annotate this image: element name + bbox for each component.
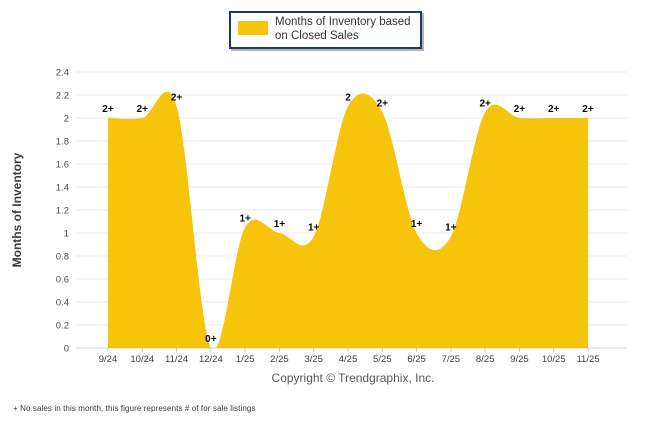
chart-svg: 0 0.2 0.4 0.6 0.8 1 1.2 1.4 1.6 1.8 2 2.2 2.4 9/24 10/… bbox=[56, 68, 627, 365]
y-tick-label: 2.4 bbox=[56, 68, 69, 79]
x-tick-label: 9/24 bbox=[99, 354, 118, 365]
x-tick-label: 11/25 bbox=[576, 354, 599, 365]
point-label: 2+ bbox=[582, 104, 594, 115]
point-label: 2+ bbox=[479, 98, 491, 109]
legend-label: Months of Inventory based on Closed Sale… bbox=[275, 16, 411, 43]
point-label: 2 bbox=[345, 93, 351, 104]
point-label: 2+ bbox=[171, 93, 183, 104]
x-tick-label: 3/25 bbox=[304, 354, 323, 365]
x-tick-label: 7/25 bbox=[442, 354, 461, 365]
x-tick-label: 10/24 bbox=[130, 354, 154, 365]
x-tick-label: 12/24 bbox=[199, 354, 223, 365]
y-tick-label: 1 bbox=[64, 229, 69, 240]
legend-label-line2: on Closed Sales bbox=[275, 29, 359, 42]
y-tick-label: 1.2 bbox=[56, 206, 69, 217]
x-tick-label: 4/25 bbox=[339, 354, 358, 365]
x-tick-label: 1/25 bbox=[236, 354, 255, 365]
y-tick-label: 1.4 bbox=[56, 183, 69, 194]
copyright-text: Copyright © Trendgraphix, Inc. bbox=[271, 371, 435, 385]
legend-swatch bbox=[238, 21, 268, 35]
x-tick-label: 2/25 bbox=[270, 354, 289, 365]
legend-box: Months of Inventory based on Closed Sale… bbox=[229, 11, 422, 49]
point-label: 2+ bbox=[377, 98, 389, 109]
area-series bbox=[108, 91, 588, 348]
y-tick-label: 0 bbox=[64, 344, 69, 355]
y-tick-label: 0.4 bbox=[56, 298, 69, 309]
point-label: 1+ bbox=[445, 222, 457, 233]
y-tick-label: 2.2 bbox=[56, 91, 69, 102]
x-tick-label: 5/25 bbox=[373, 354, 392, 365]
point-label: 2+ bbox=[137, 104, 149, 115]
x-tick-label: 11/24 bbox=[165, 354, 188, 365]
point-label: 1+ bbox=[274, 219, 286, 230]
point-label: 0+ bbox=[205, 334, 217, 345]
y-tick-label: 1.6 bbox=[56, 160, 69, 171]
point-label: 1+ bbox=[239, 213, 251, 224]
x-tick-label: 10/25 bbox=[542, 354, 566, 365]
y-tick-label: 1.8 bbox=[56, 137, 69, 148]
y-tick-label: 0.6 bbox=[56, 275, 69, 286]
x-tick-label: 6/25 bbox=[407, 354, 426, 365]
point-label: 2+ bbox=[548, 104, 560, 115]
point-label: 1+ bbox=[308, 222, 320, 233]
legend-label-line1: Months of Inventory based bbox=[275, 16, 411, 28]
footnote-text: + No sales in this month, this figure re… bbox=[13, 404, 256, 413]
point-label: 2+ bbox=[514, 104, 526, 115]
point-label: 1+ bbox=[411, 219, 423, 230]
point-label: 2+ bbox=[102, 104, 114, 115]
y-tick-label: 0.8 bbox=[56, 252, 69, 263]
x-tick-label: 9/25 bbox=[510, 354, 529, 365]
x-tick-label: 8/25 bbox=[476, 354, 495, 365]
y-tick-label: 2 bbox=[64, 114, 69, 125]
y-tick-label: 0.2 bbox=[56, 321, 69, 332]
